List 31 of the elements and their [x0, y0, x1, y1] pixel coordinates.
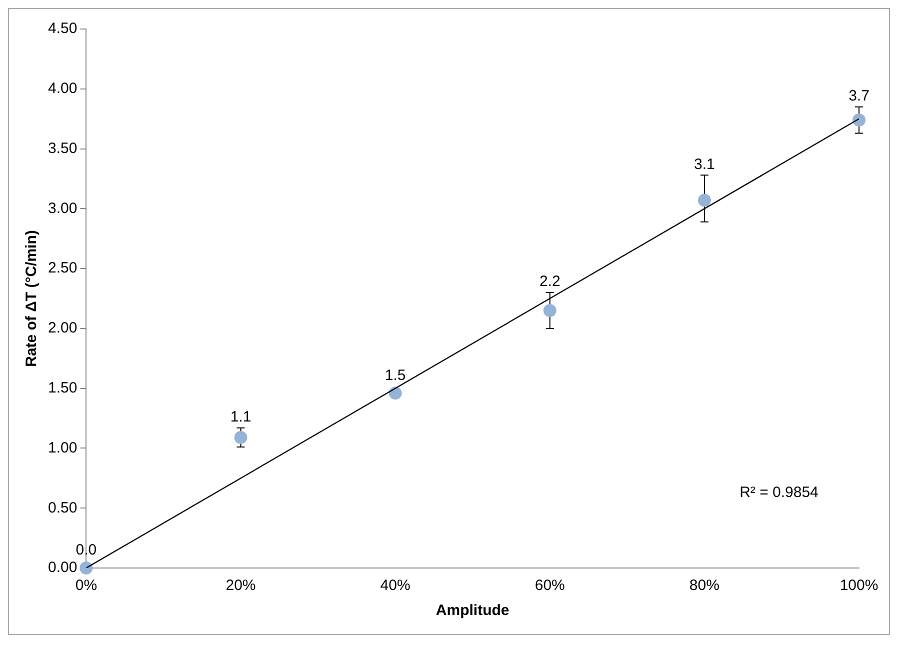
x-tick-label: 80%: [689, 577, 720, 594]
data-label: 0.0: [76, 542, 97, 559]
y-tick-label: 0.00: [48, 559, 78, 576]
y-tick-label: 4.50: [48, 20, 78, 38]
y-axis-title: Rate of ΔT (°C/min): [23, 230, 40, 367]
y-tick-label: 2.00: [48, 320, 78, 337]
y-tick-label: 3.50: [48, 140, 78, 157]
y-tick-label: 1.50: [48, 379, 78, 396]
point: [80, 562, 93, 574]
point: [543, 304, 556, 317]
data-label: 1.5: [384, 366, 406, 384]
x-axis-title: Amplitude: [436, 602, 510, 620]
y-tick-label: 2.50: [48, 260, 78, 277]
y-tick-label: 4.00: [48, 80, 78, 98]
data-label: 3.7: [848, 87, 870, 104]
point: [388, 386, 402, 400]
x-tick-label: 100%: [840, 577, 878, 594]
x-tick-label: 0%: [75, 577, 98, 594]
data-label: 2.2: [539, 273, 560, 290]
point: [698, 194, 711, 207]
y-tick-label: 1.00: [48, 439, 78, 456]
data-label: 3.1: [694, 156, 715, 173]
point: [852, 114, 866, 127]
x-tick-label: 60%: [534, 577, 565, 594]
data-label: 1.1: [230, 408, 252, 426]
annotation: R² = 0.9854: [740, 484, 818, 502]
y-tick-label: 0.50: [48, 499, 78, 516]
x-tick-label: 20%: [226, 577, 256, 594]
point: [234, 430, 248, 444]
x-tick-label: 40%: [380, 577, 410, 594]
y-tick-label: 3.00: [48, 200, 78, 217]
